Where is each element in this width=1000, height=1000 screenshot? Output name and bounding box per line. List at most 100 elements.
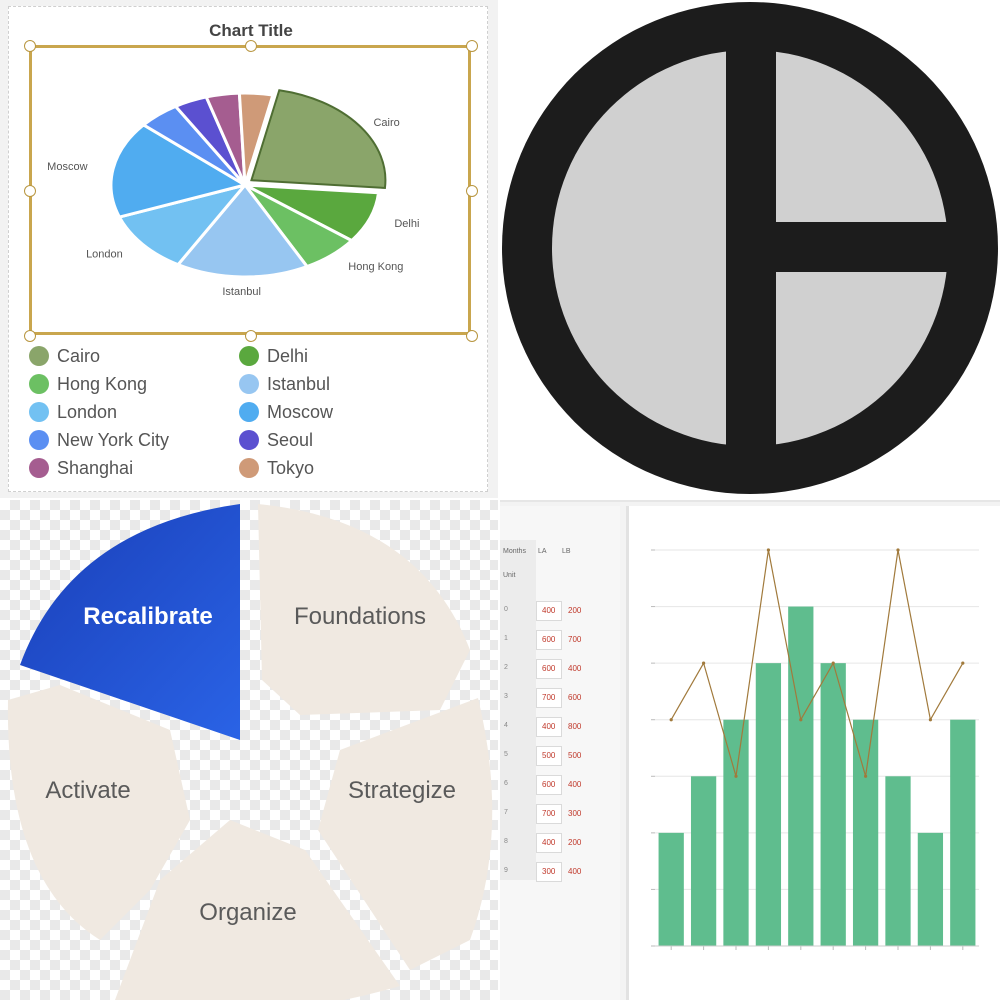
- segment-strategize[interactable]: [318, 698, 493, 970]
- cell-value-lb: 800: [568, 722, 582, 731]
- row-number: 4: [504, 722, 508, 729]
- line-point-2: [702, 661, 706, 665]
- cycle-diagram-panel: Recalibrate Foundations Strategize Organ…: [0, 500, 498, 1000]
- legend-item-seoul: Seoul: [239, 427, 313, 453]
- bar-5: [788, 606, 814, 946]
- pie-label-delhi: Delhi: [394, 218, 419, 230]
- row-number: 5: [504, 751, 508, 758]
- resize-handle[interactable]: [466, 40, 478, 52]
- segment-recalibrate[interactable]: [20, 504, 240, 740]
- bar-4: [755, 663, 782, 946]
- segment-activate[interactable]: [7, 685, 190, 940]
- legend-swatch: [29, 430, 49, 450]
- line-point-7: [864, 774, 868, 778]
- legend-label: Shanghai: [57, 457, 134, 478]
- header-lb: LB: [562, 548, 571, 555]
- legend-label: Cairo: [57, 345, 101, 366]
- legend-item-moscow: Moscow: [239, 399, 333, 425]
- bar-6: [820, 663, 846, 946]
- pie-label-moscow: Moscow: [47, 161, 87, 173]
- legend-swatch: [239, 346, 259, 366]
- chart-title: Chart Title: [209, 21, 293, 40]
- resize-handle[interactable]: [245, 330, 257, 342]
- row-number: 7: [504, 809, 508, 816]
- circle-divided-icon: [502, 2, 998, 494]
- pie-slice-istanbul: [175, 182, 310, 279]
- cell-value-lb: 200: [568, 606, 582, 615]
- spreadsheet-cell[interactable]: [536, 862, 562, 882]
- bar-7: [852, 719, 879, 946]
- pie-slice-london: [117, 182, 250, 267]
- legend-label: Tokyo: [267, 457, 315, 478]
- resize-handle[interactable]: [24, 330, 36, 342]
- resize-handle[interactable]: [24, 40, 36, 52]
- spreadsheet-cell[interactable]: [536, 775, 562, 795]
- spreadsheet-cell[interactable]: [536, 688, 562, 708]
- pie-label-hong-kong: Hong Kong: [348, 261, 403, 273]
- line-point-5: [799, 718, 803, 722]
- bar-1: [658, 832, 684, 946]
- chart-canvas: Chart Title Cairo Delhi Hong Kong Istanbul L…: [8, 6, 488, 492]
- legend-swatch: [29, 346, 49, 366]
- cell-value-la: 300: [542, 867, 556, 876]
- cycle-diagram: Recalibrate Foundations Strategize Organ…: [7, 504, 493, 1000]
- legend-swatch: [29, 458, 49, 478]
- bar-8: [885, 776, 911, 946]
- segment-label-organize: Organize: [199, 899, 296, 926]
- legend-item-delhi: Delhi: [239, 343, 308, 369]
- header-months: Months: [503, 548, 526, 555]
- bar-9: [917, 832, 944, 946]
- symbol-horizontal-bar: [762, 222, 962, 272]
- row-number: 6: [504, 780, 508, 787]
- legend-item-cairo: Cairo: [29, 343, 100, 369]
- legend-swatch: [239, 374, 259, 394]
- row-number: 0: [504, 606, 508, 613]
- segment-organize[interactable]: [115, 820, 400, 1000]
- spreadsheet-cell[interactable]: [536, 630, 562, 650]
- cell-value-la: 700: [542, 809, 556, 818]
- pie-label-istanbul: Istanbul: [222, 286, 261, 298]
- resize-handle[interactable]: [466, 330, 478, 342]
- legend-item-shanghai: Shanghai: [29, 455, 133, 481]
- legend-swatch: [29, 374, 49, 394]
- resize-handle[interactable]: [466, 185, 478, 197]
- line-point-1: [669, 718, 673, 722]
- header-unit: Unit: [503, 572, 516, 579]
- cell-value-lb: 400: [568, 780, 582, 789]
- pie-chart: Cairo Delhi Hong Kong Istanbul London Moscow: [47, 89, 419, 298]
- symbol-panel: [500, 0, 1000, 498]
- legend-swatch: [239, 430, 259, 450]
- legend-label: London: [57, 401, 118, 422]
- pie-slice-tokyo: [237, 91, 275, 186]
- bar-line-chart: [651, 548, 979, 950]
- cell-value-la: 400: [542, 838, 556, 847]
- spreadsheet-cell[interactable]: [536, 601, 562, 621]
- spreadsheet-cell[interactable]: [536, 833, 562, 853]
- segment-foundations[interactable]: [258, 504, 470, 715]
- spreadsheet-cell[interactable]: [536, 659, 562, 679]
- line-point-9: [928, 718, 932, 722]
- line-point-10: [961, 661, 965, 665]
- row-number: 3: [504, 693, 508, 700]
- spreadsheet-cell[interactable]: [536, 804, 562, 824]
- resize-handle[interactable]: [245, 40, 257, 52]
- bar-10: [950, 719, 976, 946]
- header-la: LA: [538, 548, 547, 555]
- cell-value-lb: 400: [568, 664, 582, 673]
- row-number: 1: [504, 635, 508, 642]
- spreadsheet-column-a: [500, 540, 536, 880]
- cell-value-lb: 700: [568, 635, 582, 644]
- spreadsheet-cell[interactable]: [536, 717, 562, 737]
- legend-swatch: [239, 402, 259, 422]
- spreadsheet-cell[interactable]: [536, 746, 562, 766]
- pie-label-cairo: Cairo: [373, 117, 399, 129]
- legend-item-new-york-city: New York City: [29, 427, 169, 453]
- resize-handle[interactable]: [24, 185, 36, 197]
- segment-label-strategize: Strategize: [348, 777, 456, 804]
- segment-label-activate: Activate: [45, 777, 130, 804]
- bar-2: [690, 776, 717, 946]
- pie-slice-cairo: [250, 89, 387, 189]
- legend-label: Istanbul: [267, 373, 331, 394]
- cell-value-la: 700: [542, 693, 556, 702]
- spreadsheet-chart-panel: Months LA LB Unit 0 400 200 1 600 700 2 600 400 3…: [500, 500, 1000, 1000]
